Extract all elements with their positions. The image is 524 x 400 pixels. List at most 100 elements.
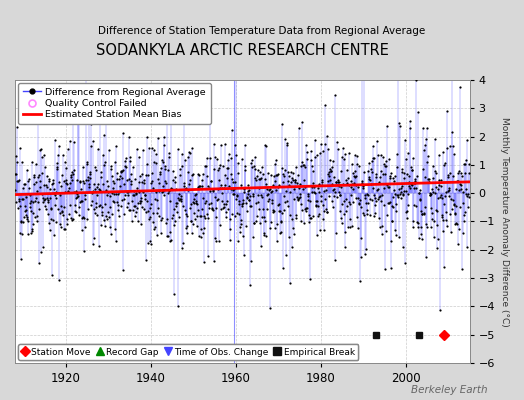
Point	[410, 202, 418, 209]
Point	[97, 204, 106, 210]
Point	[147, 178, 156, 184]
Point	[429, 175, 438, 181]
Point	[427, 224, 435, 230]
Point	[176, 166, 184, 172]
Point	[193, 223, 202, 229]
Point	[325, 169, 334, 175]
Point	[70, 189, 79, 195]
Point	[142, 172, 150, 178]
Point	[75, 178, 84, 184]
Point	[148, 170, 157, 177]
Point	[292, 164, 301, 170]
Point	[422, 220, 431, 227]
Point	[440, 162, 449, 168]
Point	[143, 134, 151, 141]
Point	[91, 164, 99, 171]
Point	[163, 233, 172, 240]
Point	[85, 183, 94, 190]
Point	[199, 171, 207, 177]
Point	[123, 203, 132, 210]
Point	[230, 186, 238, 192]
Point	[399, 244, 408, 250]
Point	[222, 209, 230, 215]
Point	[303, 149, 312, 155]
Point	[48, 272, 56, 278]
Point	[336, 208, 344, 214]
Point	[170, 173, 179, 180]
Point	[432, 222, 441, 228]
Point	[257, 192, 265, 198]
Point	[107, 166, 115, 172]
Point	[278, 171, 287, 178]
Point	[127, 170, 135, 177]
Point	[332, 178, 340, 185]
Point	[187, 200, 195, 207]
Point	[180, 113, 189, 119]
Point	[156, 169, 165, 175]
Point	[49, 177, 58, 183]
Point	[72, 188, 81, 194]
Point	[264, 198, 272, 204]
Point	[261, 218, 269, 224]
Point	[369, 185, 377, 191]
Point	[161, 178, 169, 184]
Point	[368, 154, 377, 161]
Point	[79, 164, 87, 170]
Point	[418, 211, 427, 217]
Point	[424, 176, 432, 182]
Point	[172, 208, 181, 215]
Point	[47, 216, 56, 222]
Point	[238, 203, 246, 210]
Point	[142, 257, 150, 263]
Point	[149, 219, 157, 225]
Point	[131, 203, 139, 210]
Point	[129, 207, 137, 213]
Point	[320, 208, 328, 214]
Point	[203, 252, 212, 259]
Point	[227, 171, 235, 178]
Point	[126, 158, 135, 164]
Point	[221, 182, 229, 188]
Point	[345, 199, 353, 205]
Point	[297, 201, 305, 208]
Point	[393, 191, 401, 198]
Point	[153, 210, 161, 217]
Point	[336, 192, 345, 198]
Point	[56, 221, 64, 227]
Point	[445, 185, 453, 191]
Point	[407, 164, 416, 171]
Point	[290, 176, 299, 183]
Point	[41, 164, 50, 170]
Point	[14, 198, 23, 204]
Point	[65, 185, 73, 191]
Point	[191, 216, 200, 222]
Point	[305, 276, 314, 282]
Point	[401, 260, 409, 266]
Point	[58, 208, 67, 214]
Point	[368, 158, 376, 164]
Point	[177, 193, 185, 199]
Point	[277, 165, 286, 172]
Point	[59, 212, 68, 218]
Point	[410, 184, 419, 191]
Point	[292, 212, 300, 218]
Point	[95, 203, 103, 209]
Point	[422, 224, 431, 230]
Point	[299, 162, 308, 168]
Point	[220, 184, 228, 191]
Point	[456, 204, 465, 210]
Point	[303, 156, 311, 162]
Point	[281, 166, 290, 173]
Point	[216, 162, 224, 168]
Point	[405, 183, 413, 190]
Point	[458, 189, 467, 196]
Point	[25, 185, 33, 191]
Point	[235, 201, 243, 207]
Point	[128, 192, 137, 198]
Point	[318, 179, 326, 186]
Point	[333, 194, 341, 201]
Point	[134, 218, 142, 224]
Point	[269, 209, 277, 216]
Point	[222, 200, 230, 207]
Point	[428, 216, 436, 222]
